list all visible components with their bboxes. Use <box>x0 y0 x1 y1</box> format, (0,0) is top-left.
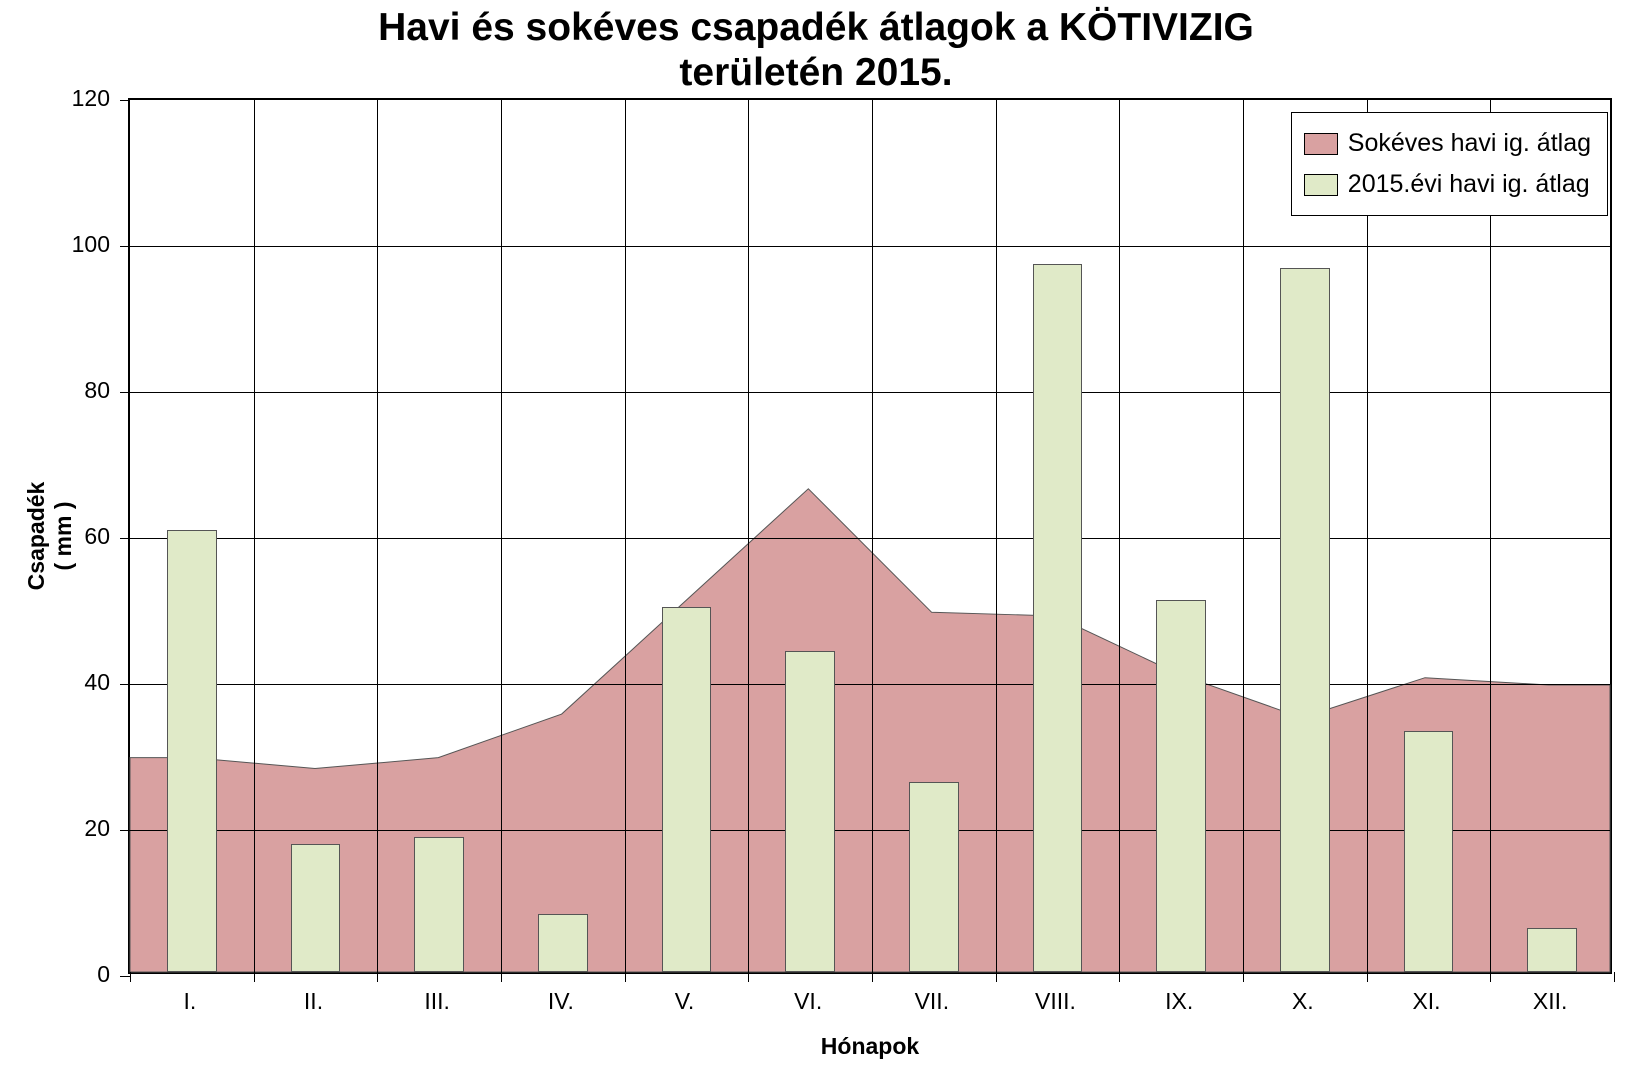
x-tick-label: VII. <box>915 988 950 1015</box>
gridline-v <box>748 100 749 972</box>
gridline-h <box>130 684 1610 685</box>
gridline-v <box>872 100 873 972</box>
x-tick-mark <box>748 972 749 982</box>
gridline-v <box>996 100 997 972</box>
x-tick-label: II. <box>304 988 323 1015</box>
y-tick-label: 20 <box>0 815 110 842</box>
gridline-v <box>1367 100 1368 972</box>
y-tick-label: 100 <box>0 231 110 258</box>
x-tick-mark <box>1490 972 1491 982</box>
bar <box>167 530 216 972</box>
legend-item-area: Sokéves havi ig. átlag <box>1304 123 1591 164</box>
x-tick-label: VIII. <box>1035 988 1076 1015</box>
legend-item-bar: 2015.évi havi ig. átlag <box>1304 164 1591 205</box>
gridline-v <box>625 100 626 972</box>
bar <box>414 837 463 972</box>
x-tick-mark <box>1119 972 1120 982</box>
bar <box>785 651 834 972</box>
x-tick-label: V. <box>675 988 695 1015</box>
gridline-v <box>254 100 255 972</box>
bar <box>1033 264 1082 972</box>
y-tick-mark <box>120 246 130 247</box>
y-tick-label: 120 <box>0 85 110 112</box>
x-tick-mark <box>130 972 131 982</box>
x-tick-mark <box>1614 972 1615 982</box>
gridline-h <box>130 538 1610 539</box>
gridline-h <box>130 392 1610 393</box>
x-tick-label: IX. <box>1165 988 1193 1015</box>
y-tick-label: 40 <box>0 669 110 696</box>
x-tick-mark <box>872 972 873 982</box>
x-tick-mark <box>1367 972 1368 982</box>
legend-swatch-area <box>1304 133 1338 155</box>
legend-label-bar: 2015.évi havi ig. átlag <box>1348 170 1590 199</box>
y-tick-mark <box>120 976 130 977</box>
gridline-v <box>501 100 502 972</box>
x-tick-label: VI. <box>794 988 822 1015</box>
gridline-h <box>130 830 1610 831</box>
gridline-v <box>377 100 378 972</box>
x-tick-mark <box>501 972 502 982</box>
bar <box>1156 600 1205 972</box>
x-tick-mark <box>1243 972 1244 982</box>
area-series-svg <box>130 100 1610 972</box>
x-tick-label: XII. <box>1533 988 1568 1015</box>
bar <box>1527 928 1576 972</box>
x-tick-label: I. <box>183 988 196 1015</box>
y-tick-mark <box>120 392 130 393</box>
chart-container: Havi és sokéves csapadék átlagok a KÖTIV… <box>0 0 1632 1068</box>
y-tick-label: 60 <box>0 523 110 550</box>
y-tick-label: 80 <box>0 377 110 404</box>
bar <box>909 782 958 972</box>
x-tick-mark <box>996 972 997 982</box>
bar <box>662 607 711 972</box>
x-tick-label: XI. <box>1412 988 1440 1015</box>
x-tick-mark <box>254 972 255 982</box>
gridline-v <box>1119 100 1120 972</box>
x-tick-mark <box>625 972 626 982</box>
plot-area <box>128 98 1612 974</box>
gridline-v <box>1243 100 1244 972</box>
bar <box>1404 731 1453 972</box>
bar <box>538 914 587 972</box>
chart-title: Havi és sokéves csapadék átlagok a KÖTIV… <box>0 6 1632 96</box>
y-tick-mark <box>120 538 130 539</box>
gridline-h <box>130 246 1610 247</box>
y-tick-mark <box>120 100 130 101</box>
gridline-v <box>1490 100 1491 972</box>
x-tick-label: IV. <box>548 988 574 1015</box>
area-series-polygon <box>130 489 1610 972</box>
bar <box>1280 268 1329 972</box>
y-tick-mark <box>120 830 130 831</box>
x-tick-mark <box>377 972 378 982</box>
legend-label-area: Sokéves havi ig. átlag <box>1348 129 1591 158</box>
x-axis-label: Hónapok <box>128 1033 1612 1060</box>
legend-swatch-bar <box>1304 174 1338 196</box>
bar <box>291 844 340 972</box>
x-tick-label: III. <box>424 988 450 1015</box>
y-tick-label: 0 <box>0 961 110 988</box>
legend: Sokéves havi ig. átlag 2015.évi havi ig.… <box>1291 112 1608 216</box>
y-tick-mark <box>120 684 130 685</box>
x-tick-label: X. <box>1292 988 1314 1015</box>
